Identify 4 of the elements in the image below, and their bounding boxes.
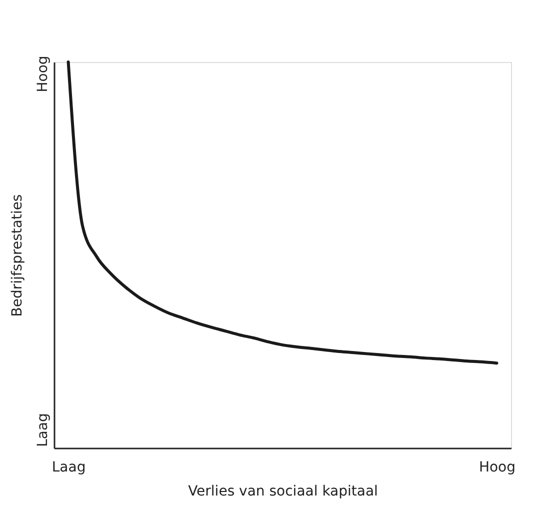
x-axis-title: Verlies van sociaal kapitaal [188,484,378,500]
text: Laag [35,413,51,447]
y-axis-title: Bedrijfsprestaties [10,194,26,317]
text: Hoog [35,56,51,92]
